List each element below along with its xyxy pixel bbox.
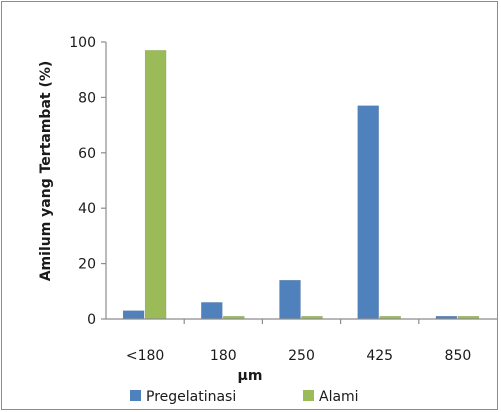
y-tick-label: 20 (78, 257, 96, 273)
legend-swatch-alami (303, 390, 314, 401)
y-tick-label: 80 (78, 90, 96, 106)
x-tick-label: 250 (288, 348, 315, 364)
y-tick-label: 0 (87, 312, 96, 328)
y-tick-label: 100 (69, 35, 96, 51)
x-tick-label: 425 (366, 348, 393, 364)
legend: Pregelatinasi Alami (130, 389, 359, 405)
bar-pregelatinasi-0 (122, 310, 145, 320)
y-axis-ticks: 0 20 40 60 80 100 (69, 35, 106, 328)
x-tick-label: <180 (126, 348, 164, 364)
bar-pregelatinasi-3 (357, 105, 379, 320)
legend-label-pregelatinasi: Pregelatinasi (146, 389, 236, 405)
bar-alami-0 (144, 50, 167, 320)
x-tick-label: 180 (210, 348, 237, 364)
bar-pregelatinasi-2 (279, 279, 301, 320)
bars (122, 50, 480, 320)
bar-pregelatinasi-1 (201, 302, 223, 320)
x-axis-title: µm (238, 368, 263, 384)
y-tick-label: 60 (78, 146, 96, 162)
y-tick-label: 40 (78, 201, 96, 217)
x-tick-label: 850 (445, 348, 472, 364)
x-axis-ticks: <180 180 250 425 850 (126, 319, 471, 364)
y-axis-title: Amilum yang Tertambat (%) (38, 61, 54, 282)
legend-swatch-pregelatinasi (130, 390, 141, 401)
legend-label-alami: Alami (319, 389, 359, 405)
